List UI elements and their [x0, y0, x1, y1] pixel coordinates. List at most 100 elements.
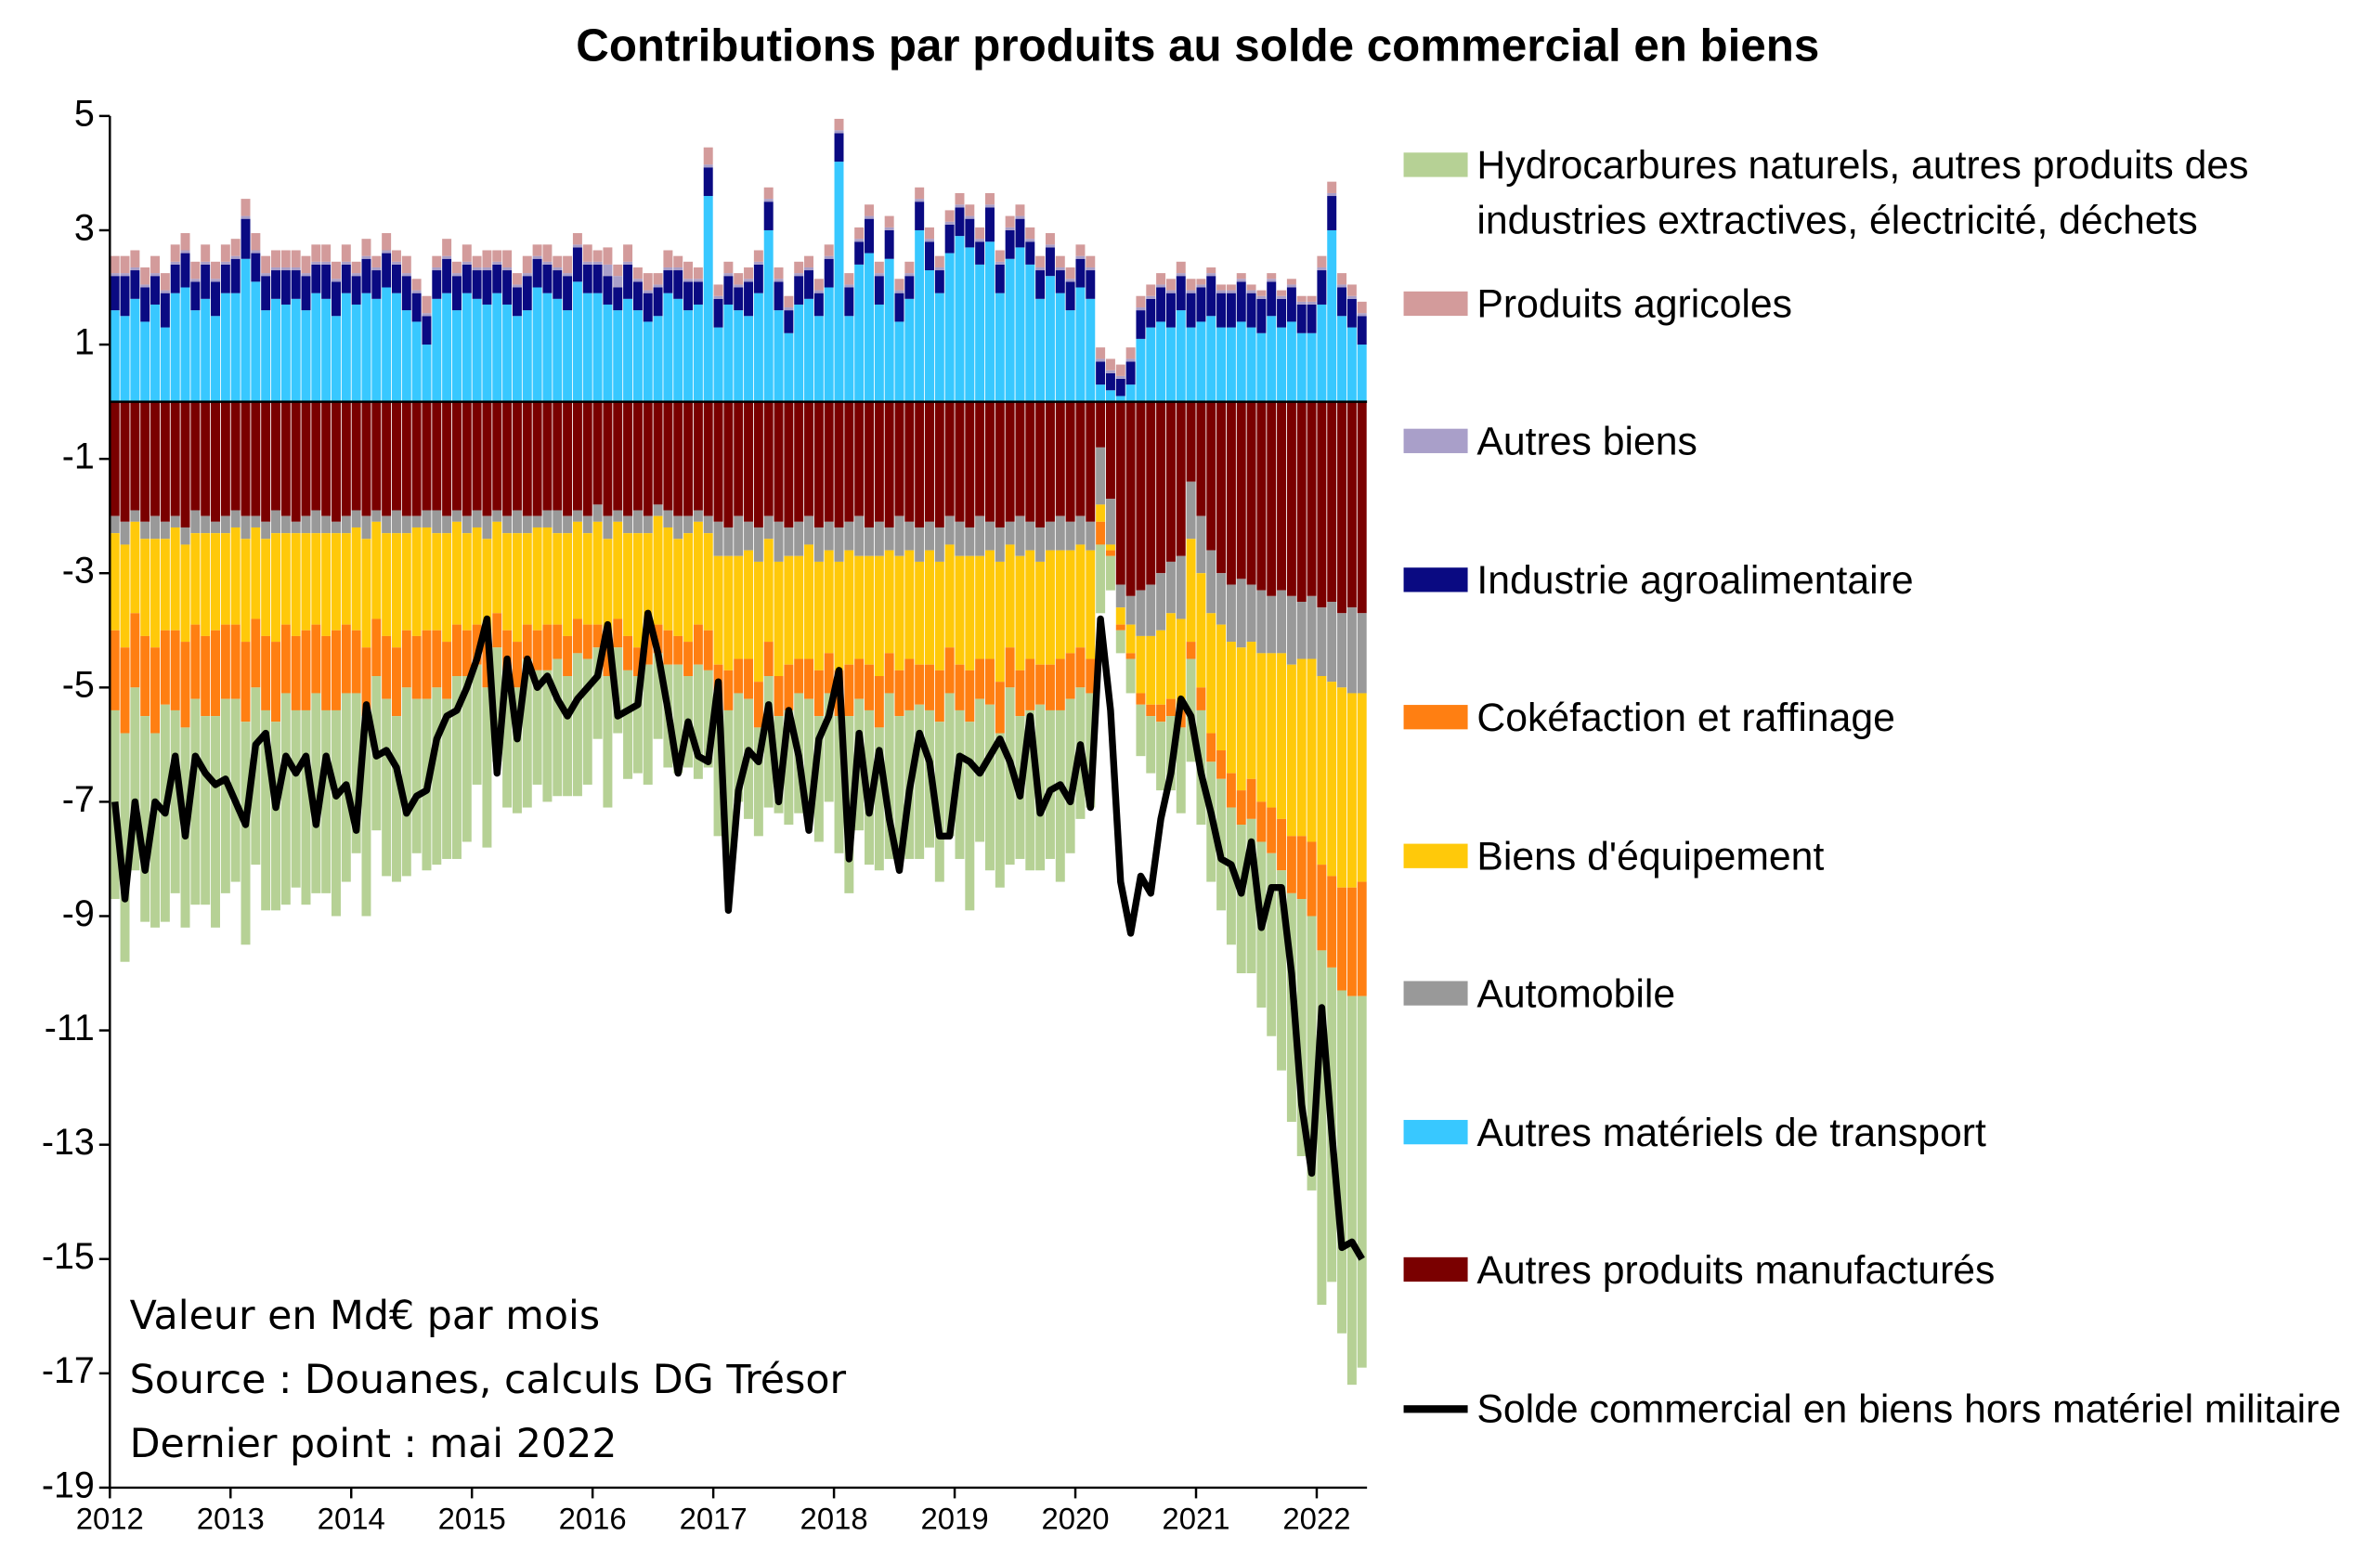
bar-segment [1307, 295, 1317, 302]
bar-segment [271, 401, 280, 511]
bar-segment [311, 624, 321, 694]
bar-segment [1256, 401, 1267, 591]
bar-segment [130, 401, 140, 511]
bar-segment [532, 515, 542, 527]
bar-segment [512, 510, 522, 534]
bar-segment [774, 281, 784, 311]
bar-segment [753, 264, 763, 293]
bar-segment [1307, 595, 1317, 659]
bar-segment [251, 233, 261, 251]
bar-segment [794, 401, 804, 522]
y-tick-label: -1 [62, 436, 95, 477]
bar-segment [874, 273, 884, 277]
bar-segment [280, 515, 291, 534]
bar-segment [1236, 790, 1246, 826]
bar-segment [291, 521, 301, 534]
bar-segment [763, 401, 774, 516]
bar-segment [794, 658, 804, 694]
bar-segment [451, 261, 462, 274]
bar-segment [180, 527, 190, 545]
bar-segment [934, 401, 944, 527]
bar-segment [1045, 244, 1055, 248]
bar-segment [432, 687, 442, 866]
bar-segment [995, 527, 1005, 562]
note: Valeur en Md€ par mois [129, 1294, 601, 1340]
legend-label: Autres matériels de transport [1476, 1108, 1986, 1154]
bar-segment [925, 664, 934, 710]
bar-segment [1086, 401, 1096, 522]
bar-segment [794, 521, 804, 556]
bar-segment [230, 624, 241, 699]
bar-segment [542, 401, 553, 511]
bar-segment [251, 515, 261, 527]
bar-segment [844, 664, 854, 717]
y-tick-label: -13 [42, 1122, 95, 1163]
bar-segment [160, 290, 170, 293]
bar-segment [241, 722, 251, 945]
bar-segment [1226, 642, 1236, 774]
bar-segment [1256, 298, 1267, 333]
bar-segment [190, 698, 201, 905]
bar-segment [422, 401, 432, 511]
bar-segment [1105, 550, 1115, 556]
bar-segment [1246, 818, 1256, 974]
bar-segment [1156, 704, 1166, 722]
bar-segment [582, 624, 592, 659]
bar-segment [572, 521, 582, 619]
bar-segment [865, 204, 874, 216]
bar-segment [371, 270, 382, 299]
bar-segment [884, 550, 894, 654]
bar-segment [361, 258, 371, 293]
bar-segment [925, 550, 934, 665]
bar-segment [190, 281, 201, 311]
bar-segment [1317, 255, 1327, 267]
bar-segment [1146, 284, 1156, 296]
bar-segment [592, 521, 603, 625]
bar-segment [794, 261, 804, 274]
bar-segment [190, 624, 201, 699]
bar-segment [995, 733, 1005, 888]
bar-segment [1236, 579, 1246, 648]
bar-segment [713, 521, 723, 556]
bar-segment [1055, 515, 1065, 551]
bar-segment [915, 229, 925, 402]
bar-segment [1346, 295, 1357, 299]
bar-segment [632, 281, 643, 311]
bar-segment [170, 244, 180, 262]
bar-segment [623, 533, 633, 636]
bar-segment [1075, 515, 1086, 545]
bar-segment [693, 401, 703, 511]
legend-label: Cokéfaction et raffinage [1476, 694, 1895, 740]
bar-segment [763, 229, 774, 402]
bar-segment [451, 521, 462, 625]
bar-segment [1005, 215, 1015, 228]
bar-segment [1045, 401, 1055, 522]
bar-segment [432, 298, 442, 402]
bar-segment [532, 287, 542, 402]
bar-segment [774, 675, 784, 717]
bar-segment [713, 327, 723, 402]
bar-segment [110, 273, 120, 277]
bar-segment [1125, 653, 1136, 659]
bar-segment [1267, 807, 1277, 853]
bar-segment [1317, 675, 1327, 866]
bar-segment [411, 515, 422, 527]
bar-segment [261, 310, 271, 402]
bar-segment [965, 218, 975, 248]
bar-segment [382, 253, 392, 288]
bar-segment [663, 250, 673, 267]
bar-segment [865, 215, 874, 219]
bar-segment [211, 521, 220, 534]
bar-segment [824, 693, 834, 802]
bar-segment [1317, 267, 1327, 271]
bar-segment [321, 515, 332, 534]
bar-segment [784, 332, 794, 402]
bar-segment [1115, 364, 1125, 376]
bar-segment [1196, 287, 1206, 322]
legend-swatch [1403, 566, 1468, 592]
bar-segment [734, 515, 744, 556]
bar-segment [1226, 293, 1236, 328]
bar-segment [854, 515, 865, 556]
bar-segment [904, 273, 915, 277]
x-tick-label: 2020 [1041, 1502, 1109, 1536]
